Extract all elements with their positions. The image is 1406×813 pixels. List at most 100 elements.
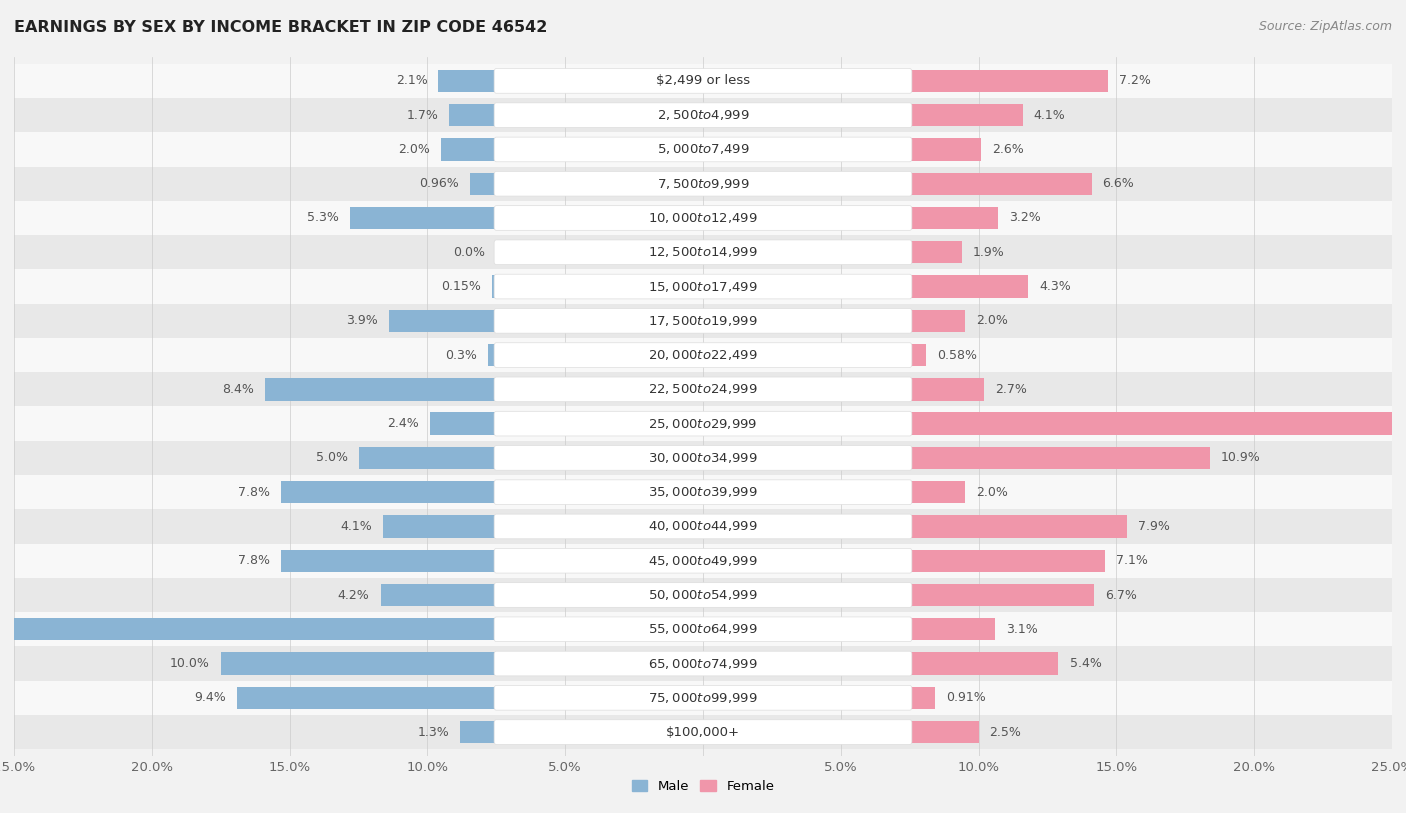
Text: 2.6%: 2.6% (993, 143, 1024, 156)
Text: 1.9%: 1.9% (973, 246, 1005, 259)
Bar (910, 618, 995, 641)
Text: 7.8%: 7.8% (239, 554, 270, 567)
FancyBboxPatch shape (494, 308, 912, 333)
Text: 3.9%: 3.9% (346, 315, 378, 328)
Bar (461, 721, 496, 743)
Bar (0, 235, 1406, 269)
Text: 5.3%: 5.3% (308, 211, 339, 224)
FancyBboxPatch shape (494, 68, 912, 93)
Bar (910, 584, 1094, 606)
Bar (281, 550, 496, 572)
Text: 7.1%: 7.1% (1116, 554, 1149, 567)
Text: 0.3%: 0.3% (446, 349, 477, 362)
FancyBboxPatch shape (494, 549, 912, 573)
Text: 3.2%: 3.2% (1010, 211, 1040, 224)
Bar (238, 687, 496, 709)
Bar (384, 515, 496, 537)
Bar (910, 481, 965, 503)
Text: $20,000 to $22,499: $20,000 to $22,499 (648, 348, 758, 362)
Text: $12,500 to $14,999: $12,500 to $14,999 (648, 246, 758, 259)
FancyBboxPatch shape (494, 172, 912, 196)
FancyBboxPatch shape (494, 514, 912, 539)
Text: 6.6%: 6.6% (1102, 177, 1135, 190)
Text: $10,000 to $12,499: $10,000 to $12,499 (648, 211, 758, 225)
Bar (910, 652, 1059, 675)
Bar (910, 310, 965, 332)
Text: $7,500 to $9,999: $7,500 to $9,999 (657, 176, 749, 191)
Text: $5,000 to $7,499: $5,000 to $7,499 (657, 142, 749, 156)
Text: 2.7%: 2.7% (995, 383, 1026, 396)
FancyBboxPatch shape (494, 583, 912, 607)
FancyBboxPatch shape (494, 137, 912, 162)
Bar (0, 441, 1406, 475)
Text: 2.0%: 2.0% (976, 485, 1008, 498)
Bar (492, 276, 496, 298)
Bar (0, 338, 1406, 372)
Text: $45,000 to $49,999: $45,000 to $49,999 (648, 554, 758, 567)
Bar (910, 172, 1091, 195)
Bar (910, 687, 935, 709)
Text: 0.0%: 0.0% (453, 246, 485, 259)
Bar (910, 447, 1211, 469)
Text: $22,500 to $24,999: $22,500 to $24,999 (648, 382, 758, 397)
Bar (910, 721, 979, 743)
Text: 0.96%: 0.96% (419, 177, 458, 190)
Bar (0, 201, 1406, 235)
Text: 2.0%: 2.0% (398, 143, 430, 156)
Bar (910, 550, 1105, 572)
Text: EARNINGS BY SEX BY INCOME BRACKET IN ZIP CODE 46542: EARNINGS BY SEX BY INCOME BRACKET IN ZIP… (14, 20, 547, 35)
Bar (450, 104, 496, 126)
Text: $75,000 to $99,999: $75,000 to $99,999 (648, 691, 758, 705)
Bar (0, 475, 1406, 509)
Legend: Male, Female: Male, Female (626, 775, 780, 798)
FancyBboxPatch shape (494, 720, 912, 745)
FancyBboxPatch shape (494, 240, 912, 264)
Bar (488, 344, 496, 366)
Text: $40,000 to $44,999: $40,000 to $44,999 (648, 520, 758, 533)
FancyBboxPatch shape (494, 411, 912, 436)
Bar (0, 167, 1406, 201)
Bar (910, 104, 1022, 126)
FancyBboxPatch shape (494, 102, 912, 128)
Text: 8.4%: 8.4% (222, 383, 254, 396)
Text: $55,000 to $64,999: $55,000 to $64,999 (648, 622, 758, 637)
Text: $17,500 to $19,999: $17,500 to $19,999 (648, 314, 758, 328)
Bar (0, 680, 1406, 715)
Bar (0, 612, 1406, 646)
Text: 0.91%: 0.91% (946, 691, 986, 704)
Text: 1.3%: 1.3% (418, 725, 450, 738)
Bar (0, 269, 1406, 304)
Bar (389, 310, 496, 332)
Bar (264, 378, 496, 401)
Text: 4.1%: 4.1% (1033, 109, 1066, 122)
Bar (0, 63, 1406, 98)
Text: 6.7%: 6.7% (1105, 589, 1137, 602)
Bar (221, 652, 496, 675)
Bar (470, 172, 496, 195)
FancyBboxPatch shape (494, 480, 912, 505)
Bar (0, 509, 1406, 544)
Bar (281, 481, 496, 503)
Bar (910, 241, 962, 263)
Bar (0, 372, 1406, 406)
FancyBboxPatch shape (494, 206, 912, 230)
Text: 5.4%: 5.4% (1070, 657, 1101, 670)
Text: 0.58%: 0.58% (936, 349, 977, 362)
FancyBboxPatch shape (494, 274, 912, 299)
FancyBboxPatch shape (494, 343, 912, 367)
Bar (910, 276, 1028, 298)
Text: 0.15%: 0.15% (441, 280, 481, 293)
Text: $50,000 to $54,999: $50,000 to $54,999 (648, 588, 758, 602)
Bar (910, 70, 1108, 92)
Bar (439, 70, 496, 92)
Text: 4.3%: 4.3% (1039, 280, 1071, 293)
Bar (910, 207, 998, 229)
Bar (381, 584, 496, 606)
Text: 9.4%: 9.4% (194, 691, 226, 704)
Bar (910, 344, 925, 366)
Bar (0, 544, 1406, 578)
Text: 7.9%: 7.9% (1139, 520, 1170, 533)
Bar (0, 406, 1406, 441)
Text: $100,000+: $100,000+ (666, 725, 740, 738)
Text: 3.1%: 3.1% (1007, 623, 1038, 636)
